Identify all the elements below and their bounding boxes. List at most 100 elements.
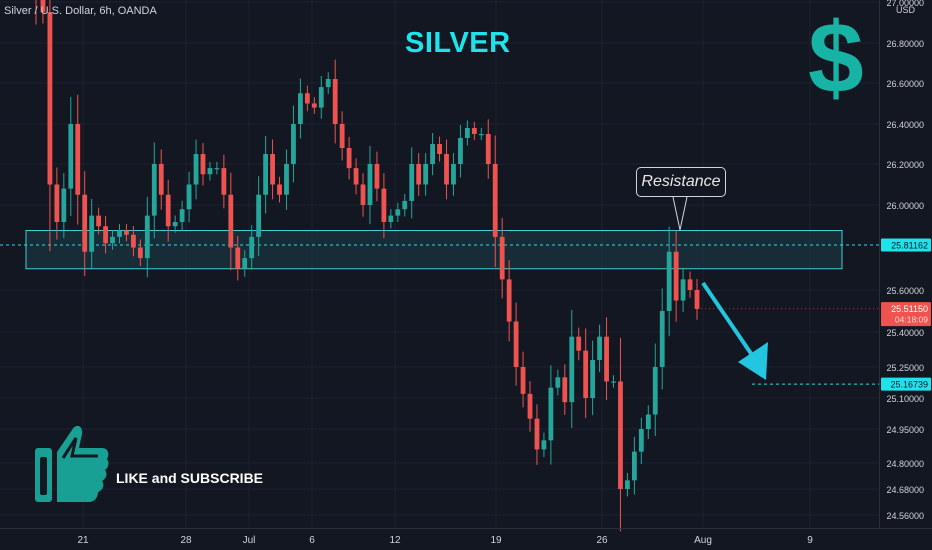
candle — [103, 216, 108, 254]
candle — [117, 224, 122, 244]
candle — [158, 149, 164, 210]
down-arrow-icon — [701, 281, 768, 380]
candle — [277, 176, 282, 203]
y-tick-label: 26.00000 — [886, 201, 924, 211]
candle — [451, 153, 456, 196]
candle — [430, 133, 435, 176]
candle — [332, 59, 338, 144]
y-tick-label: 25.60000 — [886, 286, 924, 296]
candle — [353, 158, 359, 195]
y-tick-label: 25.25000 — [886, 363, 924, 373]
y-tick-label: 26.40000 — [886, 120, 924, 130]
candle — [513, 302, 519, 386]
x-tick-label: 28 — [180, 535, 192, 546]
candle — [458, 124, 463, 178]
x-tick-label: 12 — [389, 535, 401, 546]
candle — [680, 267, 686, 313]
price-label-resistance: 25.81162 — [881, 238, 931, 252]
candle — [597, 324, 602, 373]
candle — [625, 472, 630, 497]
candle — [165, 179, 171, 242]
x-tick-label: 26 — [596, 535, 608, 546]
candle — [131, 226, 136, 257]
candle — [374, 151, 380, 202]
candle — [263, 136, 269, 214]
y-tick-label: 25.40000 — [886, 328, 924, 338]
candle — [402, 193, 408, 217]
candle — [444, 139, 449, 200]
price-axis — [880, 0, 932, 528]
x-axis-ticks: 21 28 Jul 6 12 19 26 Aug 9 — [77, 535, 813, 546]
candle — [68, 96, 74, 217]
candle — [395, 202, 401, 223]
thumbs-up-icon — [35, 425, 109, 502]
candle — [40, 0, 46, 24]
candle — [645, 405, 651, 440]
candle — [179, 200, 185, 231]
candle — [666, 226, 672, 337]
candle — [75, 94, 81, 225]
candle — [124, 224, 129, 242]
candle — [367, 146, 373, 225]
candle — [381, 173, 387, 239]
candle — [193, 139, 199, 200]
candle — [437, 136, 442, 162]
candle — [694, 279, 700, 320]
candle — [89, 198, 95, 269]
y-tick-label: 24.95000 — [886, 425, 924, 435]
chart-title: SILVER — [405, 27, 511, 59]
resistance-zone — [25, 230, 843, 270]
candle — [235, 235, 241, 281]
candle — [284, 149, 289, 210]
dollar-icon: $ — [808, 2, 864, 114]
y-tick-label: 27.00000 — [886, 0, 924, 8]
candle — [144, 196, 150, 278]
candle — [409, 147, 415, 219]
candle — [520, 351, 526, 408]
price-label-text: 25.51150 — [891, 304, 928, 314]
candle — [471, 121, 477, 141]
candle — [611, 375, 616, 388]
candle — [207, 161, 213, 181]
x-tick-label: Aug — [694, 535, 712, 546]
symbol-header[interactable]: Silver / U.S. Dollar, 6h, OANDA — [4, 5, 157, 17]
price-label-text: 25.16739 — [890, 380, 928, 390]
y-tick-label: 24.80000 — [886, 459, 924, 469]
candle — [311, 97, 317, 114]
candle — [548, 365, 554, 465]
price-label-text: 25.81162 — [891, 241, 928, 251]
candle — [687, 271, 693, 298]
candle — [186, 171, 192, 223]
candle — [506, 260, 512, 342]
y-tick-label: 26.20000 — [886, 160, 924, 170]
resistance-callout[interactable]: Resistance — [636, 167, 726, 197]
candle — [534, 404, 540, 465]
candle — [228, 172, 234, 271]
candle — [304, 85, 310, 112]
candle — [416, 153, 422, 196]
candle — [576, 327, 582, 361]
candle — [541, 432, 547, 458]
candle — [54, 167, 60, 240]
candle — [325, 72, 331, 95]
candle — [631, 436, 637, 495]
candle — [388, 209, 394, 229]
candle — [200, 143, 206, 186]
callout-pointer — [672, 196, 688, 231]
candle — [298, 78, 303, 139]
x-tick-label: 6 — [309, 535, 315, 546]
candle — [464, 120, 470, 146]
candle — [61, 173, 67, 239]
candle — [659, 288, 665, 390]
countdown-text: 04:18:09 — [895, 315, 928, 325]
x-tick-label: 19 — [490, 535, 502, 546]
candle — [478, 127, 484, 141]
candle — [583, 328, 589, 419]
x-tick-label: 9 — [807, 535, 813, 546]
candle — [110, 230, 115, 250]
candle — [137, 239, 143, 267]
candle — [562, 364, 568, 415]
x-tick-label: 21 — [77, 535, 89, 546]
